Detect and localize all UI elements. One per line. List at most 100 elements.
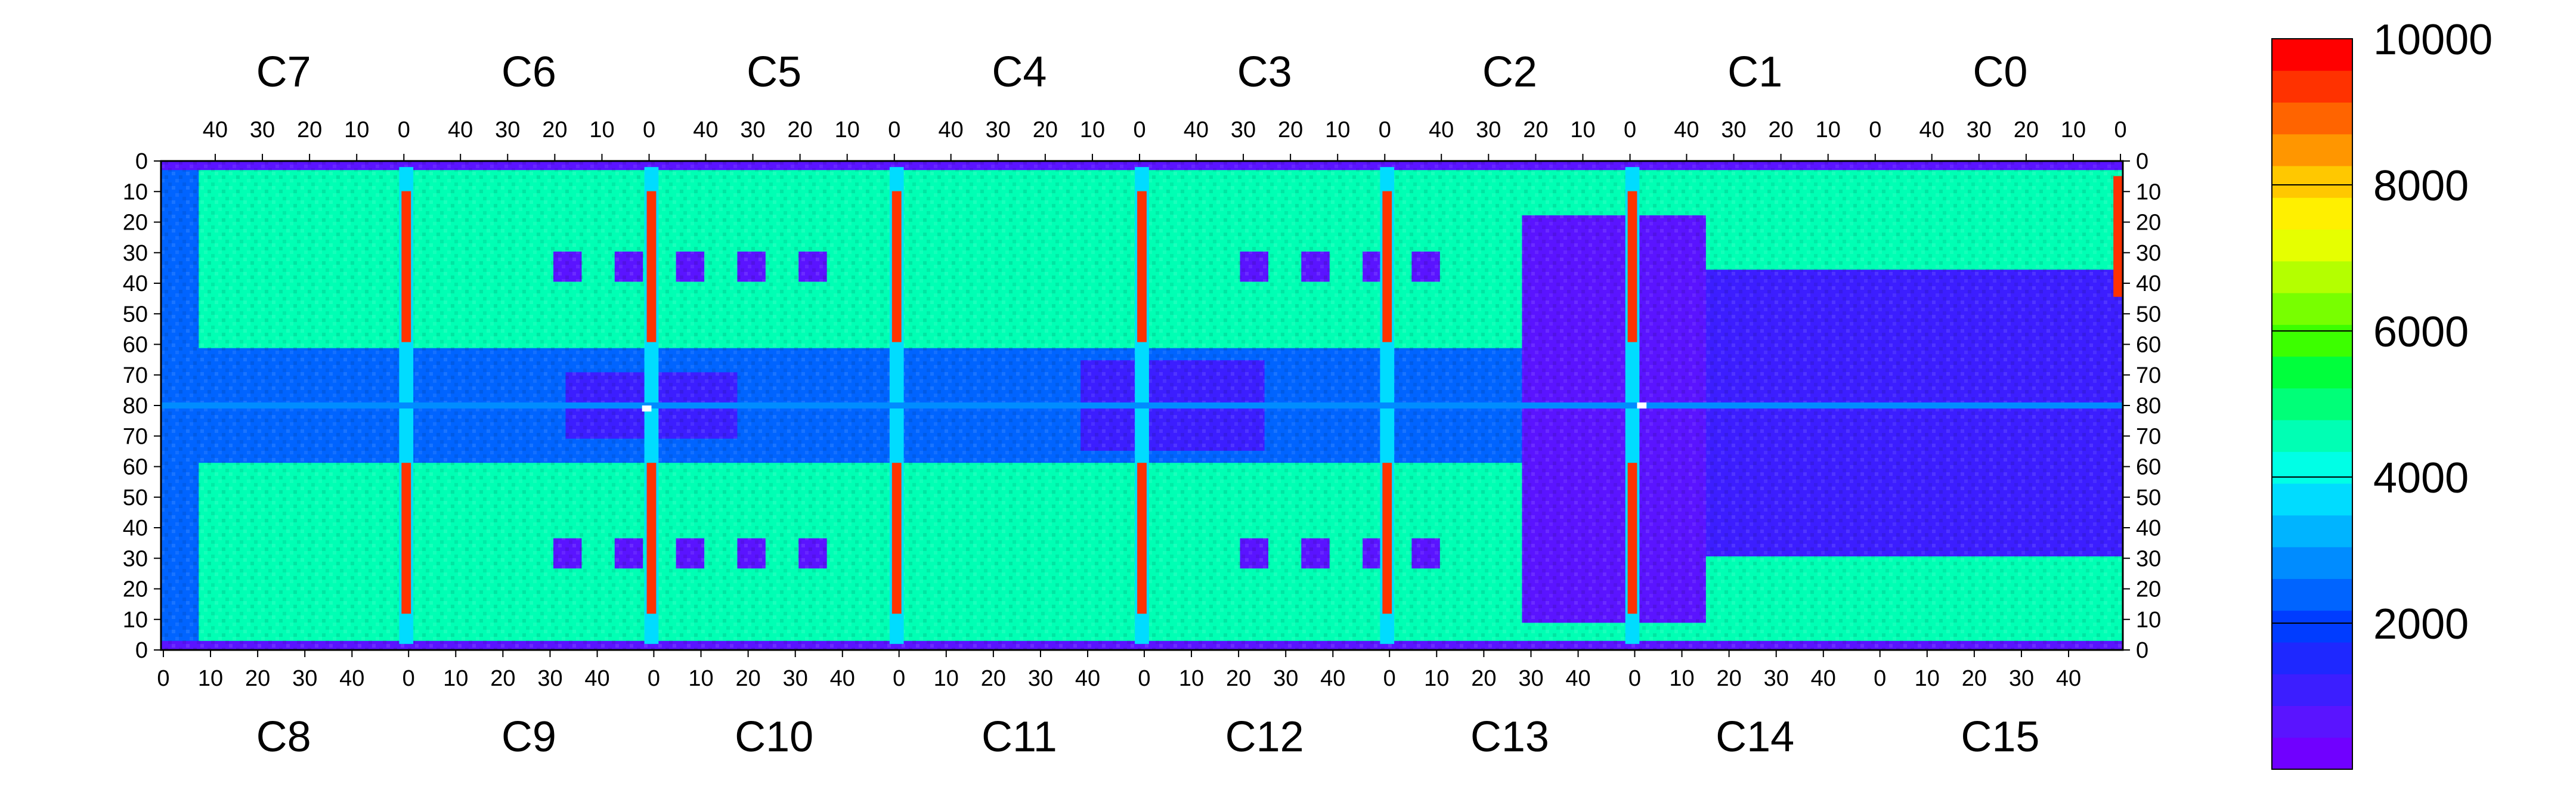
top-tick-label: 20 xyxy=(542,117,567,143)
chip-labels: C7 C6 C5 C4 C3 C2 C1 C0 C8 C9 C10 C11 C12 C13 C14 C15 xyxy=(256,48,2040,761)
hot-column xyxy=(891,463,902,614)
top-chip-label: C0 xyxy=(1973,48,2027,96)
top-tick-label: 0 xyxy=(398,117,410,143)
top-tick-label: 30 xyxy=(1967,117,1992,143)
colorbar-segment xyxy=(2272,229,2352,262)
top-tick-label: 20 xyxy=(2014,117,2039,143)
top-tick-label: 10 xyxy=(1570,117,1595,143)
central-row xyxy=(161,402,2123,409)
top-tick-label: 0 xyxy=(1379,117,1391,143)
left-tick-label: 70 xyxy=(123,424,148,449)
left-tick-label: 40 xyxy=(123,516,148,541)
colorbar-segment xyxy=(2272,70,2352,103)
right-tick-label: 20 xyxy=(2136,210,2161,236)
left-tick-label: 20 xyxy=(123,577,148,602)
colorbar-segment xyxy=(2272,39,2352,71)
top-tick-label: 10 xyxy=(1080,117,1105,143)
bottom-tick-label: 10 xyxy=(1179,666,1204,691)
left-tick-label: 60 xyxy=(123,333,148,358)
bottom-tick-label: 0 xyxy=(1138,666,1150,691)
top-tick-label: 40 xyxy=(448,117,473,143)
top-tick-label: 40 xyxy=(693,117,718,143)
bottom-tick-label: 20 xyxy=(1471,666,1496,691)
hot-column xyxy=(1382,191,1392,342)
bottom-tick-label: 20 xyxy=(1716,666,1741,691)
colorbar-segment xyxy=(2272,483,2352,516)
top-tick-label: 0 xyxy=(1624,117,1636,143)
colorbar-segment xyxy=(2272,324,2352,357)
right-tick-label: 70 xyxy=(2136,363,2161,388)
bottom-tick-label: 30 xyxy=(537,666,562,691)
colorbar-tick-label: 2000 xyxy=(2373,600,2469,648)
right-tick-label: 40 xyxy=(2136,516,2161,541)
bottom-tick-label: 40 xyxy=(584,666,609,691)
top-tick-label: 0 xyxy=(2114,117,2126,143)
bottom-tick-label: 10 xyxy=(688,666,713,691)
bottom-tick-label: 0 xyxy=(1628,666,1641,691)
bottom-tick-label: 30 xyxy=(292,666,317,691)
top-tick-label: 20 xyxy=(1278,117,1303,143)
bottom-tick-label: 10 xyxy=(1669,666,1694,691)
left-tick-label: 30 xyxy=(123,241,148,266)
left-tick-label: 10 xyxy=(123,179,148,205)
bottom-tick-label: 30 xyxy=(1028,666,1053,691)
bottom-tick-label: 20 xyxy=(490,666,515,691)
colorbar-segment xyxy=(2272,166,2352,198)
bottom-tick-label: 0 xyxy=(1383,666,1396,691)
top-tick-label: 0 xyxy=(888,117,900,143)
colorbar-segment xyxy=(2272,197,2352,230)
top-chip-label: C7 xyxy=(256,48,311,96)
top-tick-label: 40 xyxy=(939,117,964,143)
top-tick-label: 10 xyxy=(589,117,614,143)
hot-column xyxy=(2113,176,2123,297)
top-tick-label: 10 xyxy=(2061,117,2086,143)
right-tick-label: 30 xyxy=(2136,546,2161,571)
bottom-chip-label: C15 xyxy=(1961,713,2039,761)
bottom-tick-label: 10 xyxy=(198,666,223,691)
top-tick-label: 20 xyxy=(1523,117,1548,143)
bottom-tick-label: 0 xyxy=(648,666,660,691)
hot-column xyxy=(1627,463,1637,614)
top-tick-label: 10 xyxy=(1816,117,1841,143)
bottom-tick-label: 0 xyxy=(1874,666,1886,691)
left-tick-label: 30 xyxy=(123,546,148,571)
bottom-chip-label: C10 xyxy=(735,713,813,761)
colorbar-segment xyxy=(2272,134,2352,166)
left-tick-label: 70 xyxy=(123,363,148,388)
top-chip-label: C3 xyxy=(1237,48,1292,96)
top-tick-label: 10 xyxy=(1325,117,1350,143)
top-tick-label: 30 xyxy=(250,117,275,143)
top-tick-label: 30 xyxy=(740,117,765,143)
bottom-tick-label: 10 xyxy=(934,666,959,691)
hot-column xyxy=(1137,463,1147,614)
right-tick-label: 60 xyxy=(2136,333,2161,358)
left-tick-label: 60 xyxy=(123,455,148,480)
heatmap-plot-area xyxy=(161,161,2123,650)
top-chip-label: C4 xyxy=(992,48,1046,96)
hot-pixel xyxy=(1637,402,1647,409)
bottom-tick-label: 0 xyxy=(893,666,905,691)
top-chip-label: C5 xyxy=(747,48,801,96)
right-tick-label: 60 xyxy=(2136,455,2161,480)
right-tick-label: 10 xyxy=(2136,608,2161,633)
top-tick-label: 30 xyxy=(1231,117,1256,143)
hot-column xyxy=(1627,191,1637,342)
colorbar-segment xyxy=(2272,642,2352,674)
top-tick-label: 40 xyxy=(1184,117,1209,143)
bottom-tick-label: 20 xyxy=(1962,666,1987,691)
right-tick-label: 10 xyxy=(2136,179,2161,205)
hot-column xyxy=(1137,191,1147,342)
top-tick-label: 30 xyxy=(495,117,520,143)
colorbar-segment xyxy=(2272,388,2352,420)
bottom-chip-label: C9 xyxy=(501,713,556,761)
left-tick-label: 0 xyxy=(135,638,148,663)
bottom-chip-label: C8 xyxy=(256,713,311,761)
colorbar-segment xyxy=(2272,578,2352,611)
colorbar-tick-label: 10000 xyxy=(2373,16,2493,64)
bottom-tick-label: 30 xyxy=(1273,666,1298,691)
bottom-tick-label: 0 xyxy=(402,666,415,691)
colorbar-segment xyxy=(2272,705,2352,738)
colorbar-segment xyxy=(2272,451,2352,484)
colorbar-segment xyxy=(2272,356,2352,389)
colorbar-segment xyxy=(2272,293,2352,325)
